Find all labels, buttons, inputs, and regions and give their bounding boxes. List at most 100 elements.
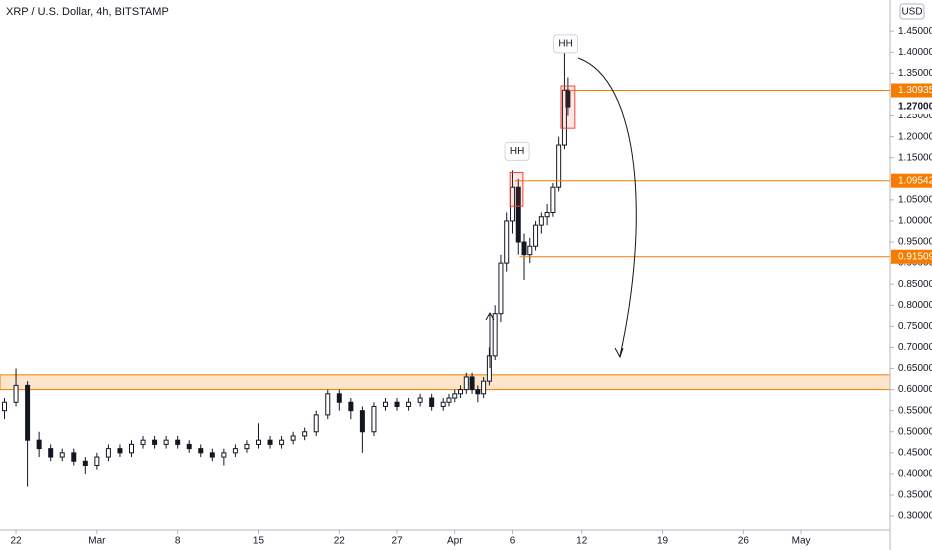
y-tick-label: 0.50000 — [898, 426, 932, 437]
currency-label: USD — [901, 7, 922, 18]
x-tick-label: 15 — [253, 536, 265, 547]
candle-body — [117, 448, 123, 454]
arrow-up — [485, 311, 495, 368]
candle-body — [561, 89, 567, 146]
y-tick-label: 1.25000 — [898, 110, 932, 121]
y-tick-label: 1.05000 — [898, 194, 932, 205]
x-tick-label: 19 — [657, 536, 669, 547]
candle-body — [417, 397, 423, 403]
y-tick-label: 0.80000 — [898, 300, 932, 311]
y-tick-label: 1.35000 — [898, 68, 932, 79]
hh-label: HH — [558, 38, 572, 49]
candle-body — [140, 439, 146, 445]
candle-body — [458, 389, 464, 395]
chart-title: XRP / U.S. Dollar, 4h, BITSTAMP — [6, 6, 169, 18]
y-tick-label: 0.55000 — [898, 405, 932, 416]
x-tick-label: 8 — [175, 536, 181, 547]
candle-body — [25, 384, 31, 441]
support-zone — [0, 374, 891, 391]
candle-body — [302, 431, 308, 437]
hh-box — [504, 141, 530, 161]
candle-body — [13, 384, 19, 403]
candle-body — [255, 439, 261, 445]
y-tick-label: 0.45000 — [898, 447, 932, 458]
y-tick-label: 0.60000 — [898, 384, 932, 395]
candle-body — [440, 401, 446, 407]
candle-body — [71, 452, 77, 462]
level-price-box — [891, 249, 932, 264]
x-tick-label: Apr — [447, 536, 463, 547]
candle-body — [128, 443, 134, 454]
candle-body — [325, 393, 331, 416]
last-price-label: 1.27000 — [898, 102, 932, 113]
candle-body — [492, 313, 498, 357]
candle-body — [336, 393, 342, 403]
hh-box — [553, 34, 579, 54]
y-tick-label: 0.35000 — [898, 490, 932, 501]
candle-body — [82, 460, 88, 466]
level-price-label: 0.91509 — [898, 251, 932, 262]
candle-body — [475, 389, 481, 395]
candle-body — [48, 448, 54, 458]
candle-body — [59, 452, 65, 458]
candle-body — [152, 439, 158, 445]
candle-body — [463, 376, 469, 391]
x-tick-label: 22 — [334, 536, 346, 547]
y-tick-label: 0.65000 — [898, 363, 932, 374]
x-tick-label: 26 — [738, 536, 750, 547]
y-tick-label: 1.15000 — [898, 152, 932, 163]
x-tick-label: 12 — [576, 536, 588, 547]
candle-body — [267, 439, 273, 445]
candle-body — [2, 401, 8, 412]
candle-body — [198, 448, 204, 454]
highlight-box — [560, 85, 576, 129]
y-tick-label: 1.00000 — [898, 216, 932, 227]
candle-body — [290, 435, 296, 441]
candle-body — [94, 456, 100, 466]
level-price-box — [891, 173, 932, 188]
candle-body — [175, 439, 181, 445]
candle-body — [232, 448, 238, 454]
y-tick-label: 0.40000 — [898, 469, 932, 480]
candle-body — [515, 186, 521, 243]
candle-body — [221, 452, 227, 458]
candle-body — [446, 397, 452, 403]
candle-body — [105, 448, 111, 458]
candle-body — [544, 212, 550, 218]
candle-body — [538, 216, 544, 226]
candle-body — [186, 443, 192, 450]
candle-body — [565, 89, 571, 108]
x-tick-label: 22 — [10, 536, 22, 547]
candle-body — [556, 144, 562, 188]
x-tick-label: May — [792, 536, 811, 547]
currency-box[interactable] — [899, 3, 925, 20]
y-tick-label: 0.70000 — [898, 342, 932, 353]
candle-body — [469, 376, 475, 391]
x-tick-label: 27 — [391, 536, 403, 547]
x-tick-label: Mar — [88, 536, 106, 547]
candle-body — [452, 393, 458, 399]
candle-body — [163, 439, 169, 445]
candle-body — [313, 414, 319, 433]
hh-label: HH — [510, 146, 524, 157]
last-price-box — [891, 100, 932, 115]
y-tick-label: 1.45000 — [898, 26, 932, 37]
y-tick-label: 1.20000 — [898, 131, 932, 142]
candle-body — [406, 401, 412, 407]
x-tick-label: 6 — [510, 536, 516, 547]
arrow-curve — [577, 57, 637, 359]
y-tick-label: 0.95000 — [898, 237, 932, 248]
candle-body — [486, 355, 492, 382]
level-price-label: 1.30935 — [898, 85, 932, 96]
candle-body — [521, 241, 527, 256]
candle-body — [498, 262, 504, 315]
y-tick-label: 1.40000 — [898, 47, 932, 58]
candle-body — [394, 401, 400, 407]
plot-area: HH HH — [0, 34, 891, 487]
candle-body — [429, 397, 435, 407]
candle-body — [504, 220, 510, 264]
candle-body — [527, 245, 533, 256]
candle-body — [382, 401, 388, 407]
